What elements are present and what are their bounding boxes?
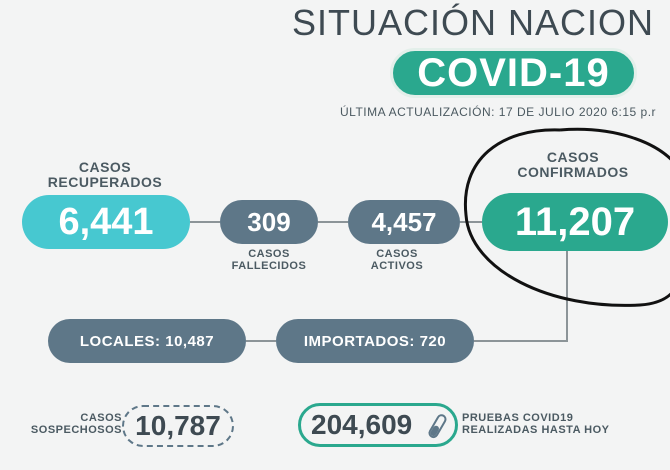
active-value: 4,457: [348, 200, 460, 244]
confirmed-label: CASOS CONFIRMADOS: [517, 149, 629, 180]
recovered-label: CASOS RECUPERADOS: [47, 159, 163, 190]
covid-badge: COVID-19: [390, 48, 637, 98]
connector-line: [318, 221, 348, 223]
tests-value: 204,609: [311, 409, 413, 440]
connector-line: [246, 340, 276, 342]
suspected-label: CASOS SOSPECHOSOS: [30, 412, 122, 436]
connector-line: [474, 340, 568, 342]
tests-box: 204,609: [298, 403, 458, 447]
deaths-value: 309: [220, 200, 318, 244]
page-title: SITUACIÓN NACION: [292, 2, 655, 43]
connector-line: [190, 221, 220, 223]
last-update-text: ÚLTIMA ACTUALIZACIÓN: 17 DE JULIO 2020 6…: [340, 105, 657, 119]
imported-cases: IMPORTADOS: 720: [276, 319, 474, 363]
active-label: CASOS ACTIVOS: [370, 248, 424, 272]
suspected-value: 10,787: [122, 405, 234, 447]
tests-label: PRUEBAS COVID19 REALIZADAS HASTA HOY: [462, 412, 610, 436]
connector-line: [460, 221, 482, 223]
recovered-value: 6,441: [22, 195, 190, 249]
confirmed-value: 11,207: [482, 193, 668, 251]
local-cases: LOCALES: 10,487: [48, 319, 246, 363]
connector-line: [566, 251, 568, 341]
deaths-label: CASOS FALLECIDOS: [231, 248, 307, 272]
test-tube-icon: [428, 414, 447, 439]
